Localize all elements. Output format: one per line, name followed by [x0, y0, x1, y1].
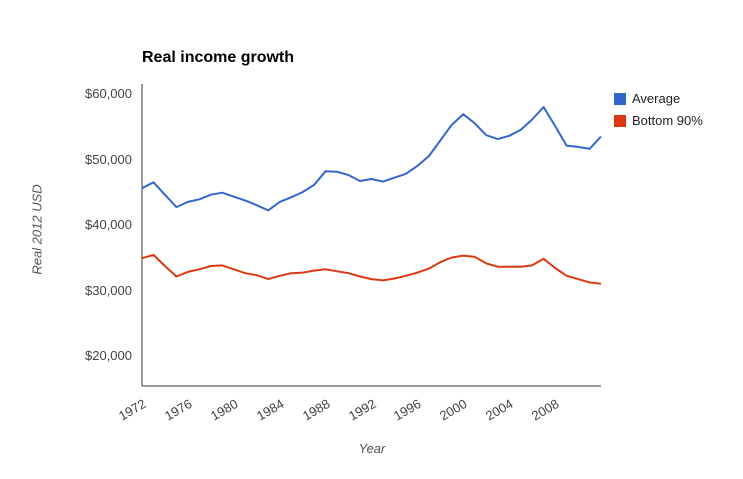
series-line-1	[141, 253, 602, 285]
legend-item-bottom-90: Bottom 90%	[614, 113, 703, 128]
y-tick-label: $40,000	[85, 217, 132, 233]
y-tick-label: $60,000	[85, 86, 132, 102]
y-tick-label: $30,000	[85, 282, 132, 298]
series-line-0	[141, 106, 602, 212]
legend-swatch-bottom-90	[614, 114, 626, 127]
legend-label-bottom-90: Bottom 90%	[632, 113, 703, 128]
y-axis-title: Real 2012 USD	[29, 184, 45, 275]
chart-title: Real income growth	[142, 49, 295, 66]
legend: Average Bottom 90%	[614, 91, 703, 136]
y-tick-label: $50,000	[85, 151, 132, 167]
x-axis-title: Year	[358, 441, 386, 456]
legend-label-average: Average	[632, 91, 681, 106]
legend-item-average: Average	[614, 91, 703, 106]
y-tick-label: $20,000	[85, 348, 132, 363]
legend-swatch-average	[614, 92, 626, 105]
